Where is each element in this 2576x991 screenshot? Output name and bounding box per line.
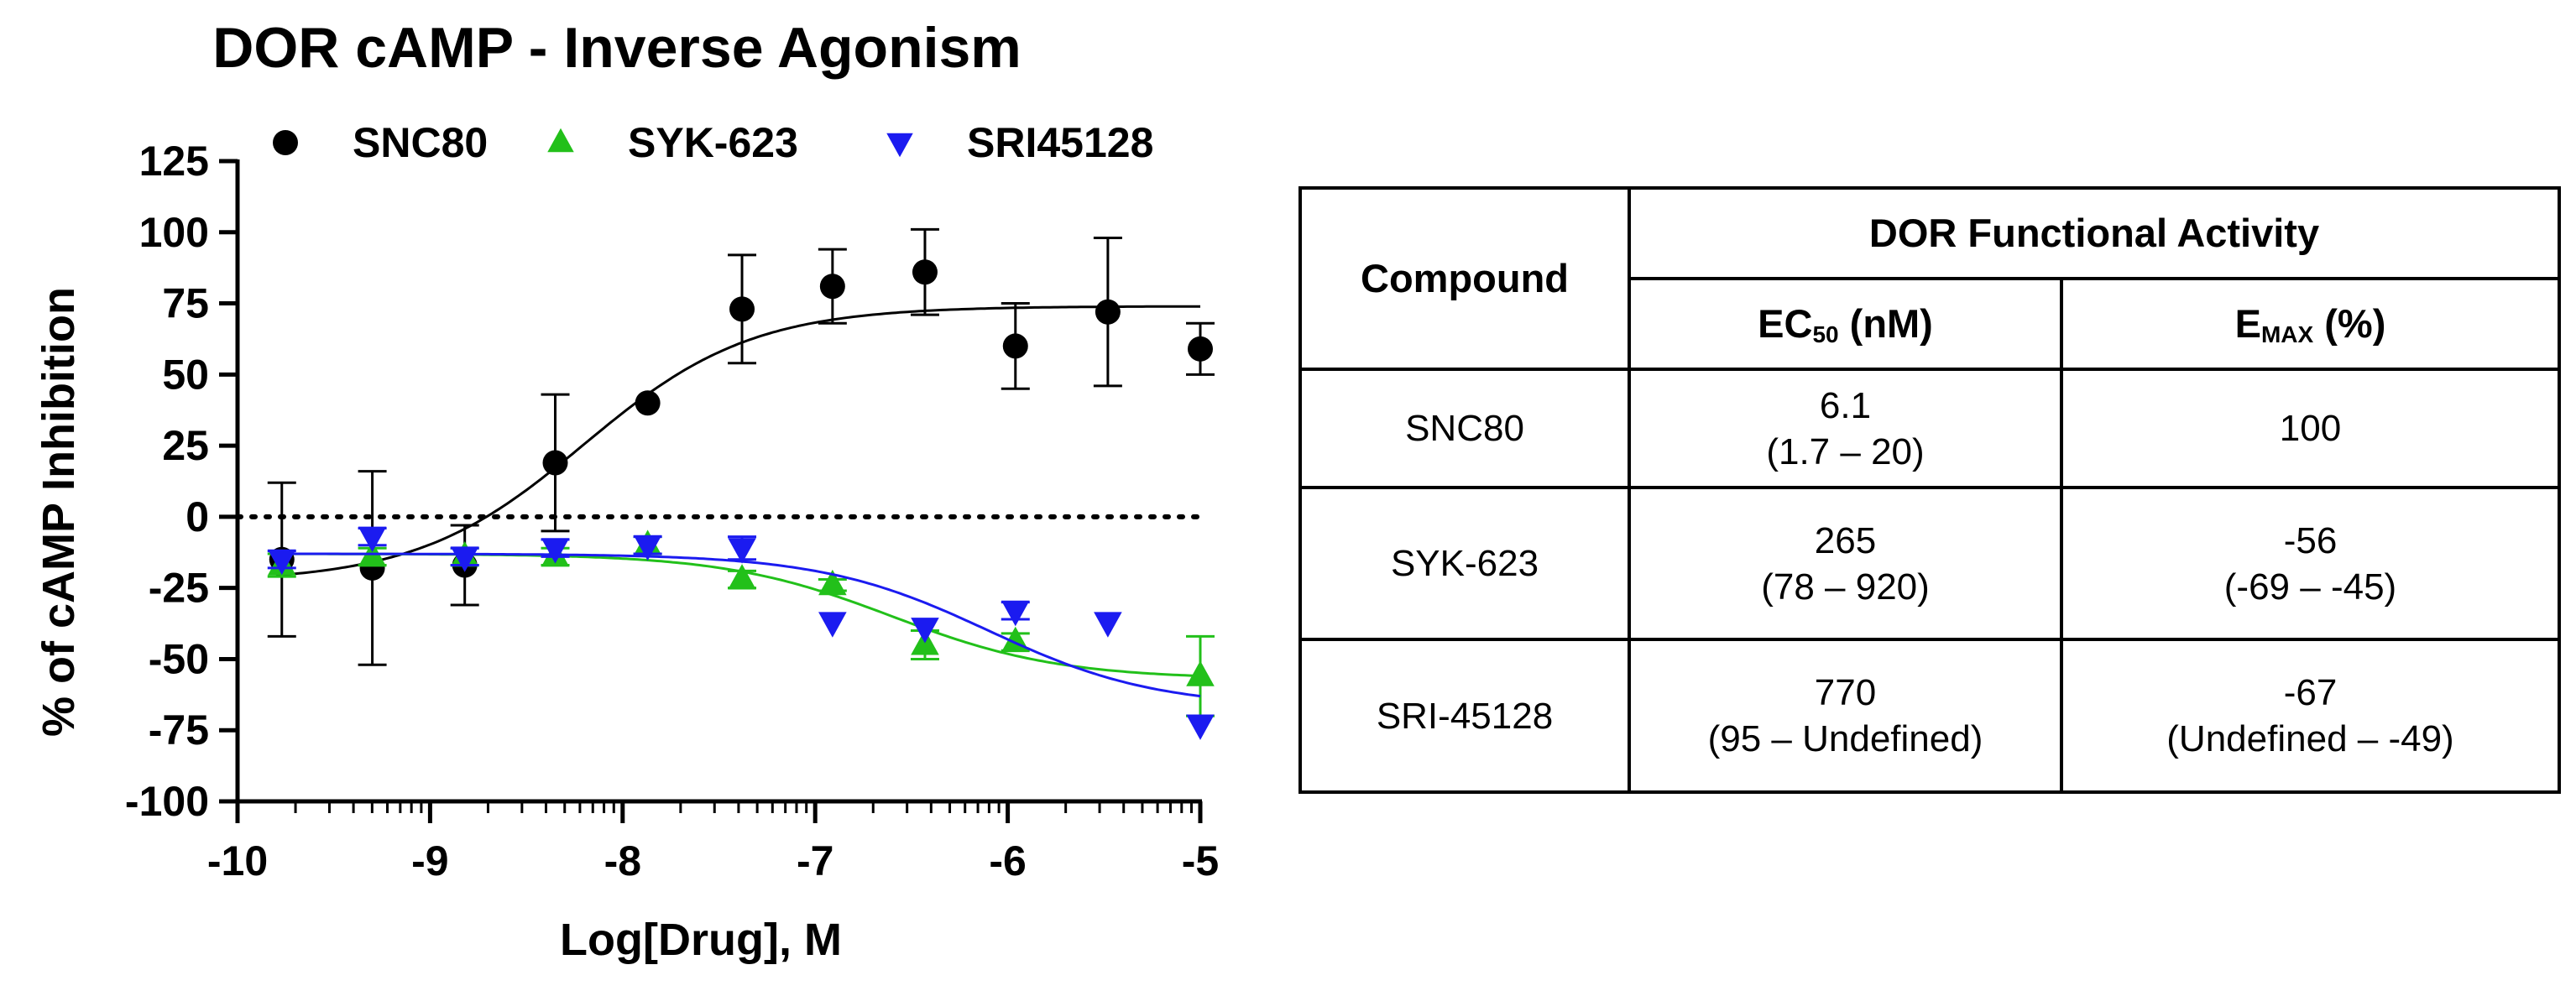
y-tick-label: 0 [185,493,209,540]
table-header-row-1: Compound DOR Functional Activity [1298,186,2561,371]
compound-cell: SYK-623 [1298,486,1631,641]
data-point-sri45128 [1186,714,1215,740]
header-ec50-sub: 50 [1812,321,1839,347]
data-point-sri45128 [267,549,296,576]
data-point-sri45128 [818,612,847,638]
fit-curve-sri45128 [275,552,1201,698]
data-point-snc80 [542,450,568,476]
legend-label-sri45128: SRI45128 [967,119,1153,166]
legend-marker-sri45128 [886,133,913,158]
x-tick-label: -8 [604,837,641,884]
emax-cell: 100 [2060,368,2561,489]
header-ec50-main: EC [1758,300,1813,346]
data-point-sri45128 [633,535,662,561]
data-point-sri45128 [450,546,479,572]
header-emax-sub: MAX [2260,321,2314,347]
ec50-value: 265 [1814,519,1877,561]
emax-cell: -67 (Undefined – -49) [2060,638,2561,794]
header-ec50: EC50 (nM) [1628,277,2063,371]
legend-label-syk-623: SYK-623 [628,119,798,166]
y-tick-label: 75 [162,280,209,327]
x-tick-label: -5 [1182,837,1219,884]
ec50-cell: 265 (78 – 920) [1628,486,2063,641]
fit-curve-snc80 [275,305,1200,577]
x-axis-label: Log[Drug], M [560,915,842,965]
emax-cell: -56 (-69 – -45) [2060,486,2561,641]
data-point-sri45128 [1094,612,1122,638]
emax-ci: (-69 – -45) [2223,566,2397,608]
ec50-cell: 6.1 (1.7 – 20) [1628,368,2063,489]
ec50-ci: (95 – Undefined) [1707,718,1983,759]
data-point-syk-623 [818,569,847,596]
legend-marker-snc80 [273,130,298,155]
y-tick-label: 125 [139,138,209,185]
activity-table-container: Compound DOR Functional Activity EC50 (n… [1298,186,2561,794]
data-point-sri45128 [358,526,387,553]
header-emax: EMAX (%) [2060,277,2561,371]
header-ec50-unit: (nM) [1838,300,1933,346]
header-compound: Compound [1298,186,1631,371]
y-tick-label: 100 [139,209,209,256]
compound-cell: SRI-45128 [1298,638,1631,794]
header-functional-activity: DOR Functional Activity [1628,186,2561,280]
data-point-syk-623 [1186,660,1215,686]
x-tick-label: -10 [207,837,268,884]
y-tick-label: 50 [162,351,209,398]
data-point-snc80 [1002,333,1028,359]
data-point-sri45128 [541,538,570,564]
ec50-ci: (78 – 920) [1761,566,1930,608]
ec50-cell: 770 (95 – Undefined) [1628,638,2063,794]
data-point-syk-623 [728,564,756,590]
header-emax-unit: (%) [2313,300,2386,346]
emax-value: -56 [2283,519,2338,561]
data-point-snc80 [729,296,755,322]
x-tick-label: -9 [411,837,448,884]
data-point-snc80 [1095,299,1121,325]
plot-area: -100 -75 -50 -25 0 25 50 75 100 125 -10 -9 -8 -7 -6 -5 [125,138,1219,884]
compound-cell: SNC80 [1298,368,1631,489]
activity-table: Compound DOR Functional Activity EC50 (n… [1298,186,2561,794]
y-tick-label: -75 [149,707,209,754]
ec50-value: 6.1 [1819,384,1872,426]
y-tick-label: -100 [125,778,209,825]
ec50-ci: (1.7 – 20) [1766,430,1925,472]
table-row: SNC80 6.1 (1.7 – 20) 100 [1298,368,2561,489]
table-row: SRI-45128 770 (95 – Undefined) -67 (Undefi… [1298,638,2561,794]
table-row: SYK-623 265 (78 – 920) -56 (-69 – -45) [1298,486,2561,641]
data-point-snc80 [912,259,938,285]
x-tick-label: -7 [797,837,833,884]
data-point-sri45128 [1001,600,1030,627]
y-axis-label: % of cAMP Inhibition [34,287,84,737]
y-tick-label: -50 [149,635,209,682]
legend-marker-syk-623 [547,128,574,153]
emax-value: -67 [2283,672,2338,713]
chart-title: DOR cAMP - Inverse Agonism [212,16,1022,80]
data-point-sri45128 [911,618,939,644]
ec50-value: 770 [1814,672,1877,713]
table-header-row-2: EC50 (nM) EMAX (%) [1300,277,2561,371]
data-point-snc80 [635,390,661,416]
data-point-snc80 [1188,336,1213,362]
data-point-sri45128 [728,538,756,564]
chart-legend: SNC80 SYK-623 SRI45128 [273,119,1153,166]
emax-ci: (Undefined – -49) [2166,718,2454,759]
legend-label-snc80: SNC80 [353,119,488,166]
data-point-snc80 [819,274,845,300]
dose-response-chart: DOR cAMP - Inverse Agonism SNC80 SYK-623 S… [34,16,1219,965]
x-tick-label: -6 [989,837,1026,884]
emax-value: 100 [2279,408,2342,449]
header-emax-main: E [2234,300,2261,346]
y-tick-label: -25 [149,565,209,612]
y-tick-label: 25 [162,422,209,469]
